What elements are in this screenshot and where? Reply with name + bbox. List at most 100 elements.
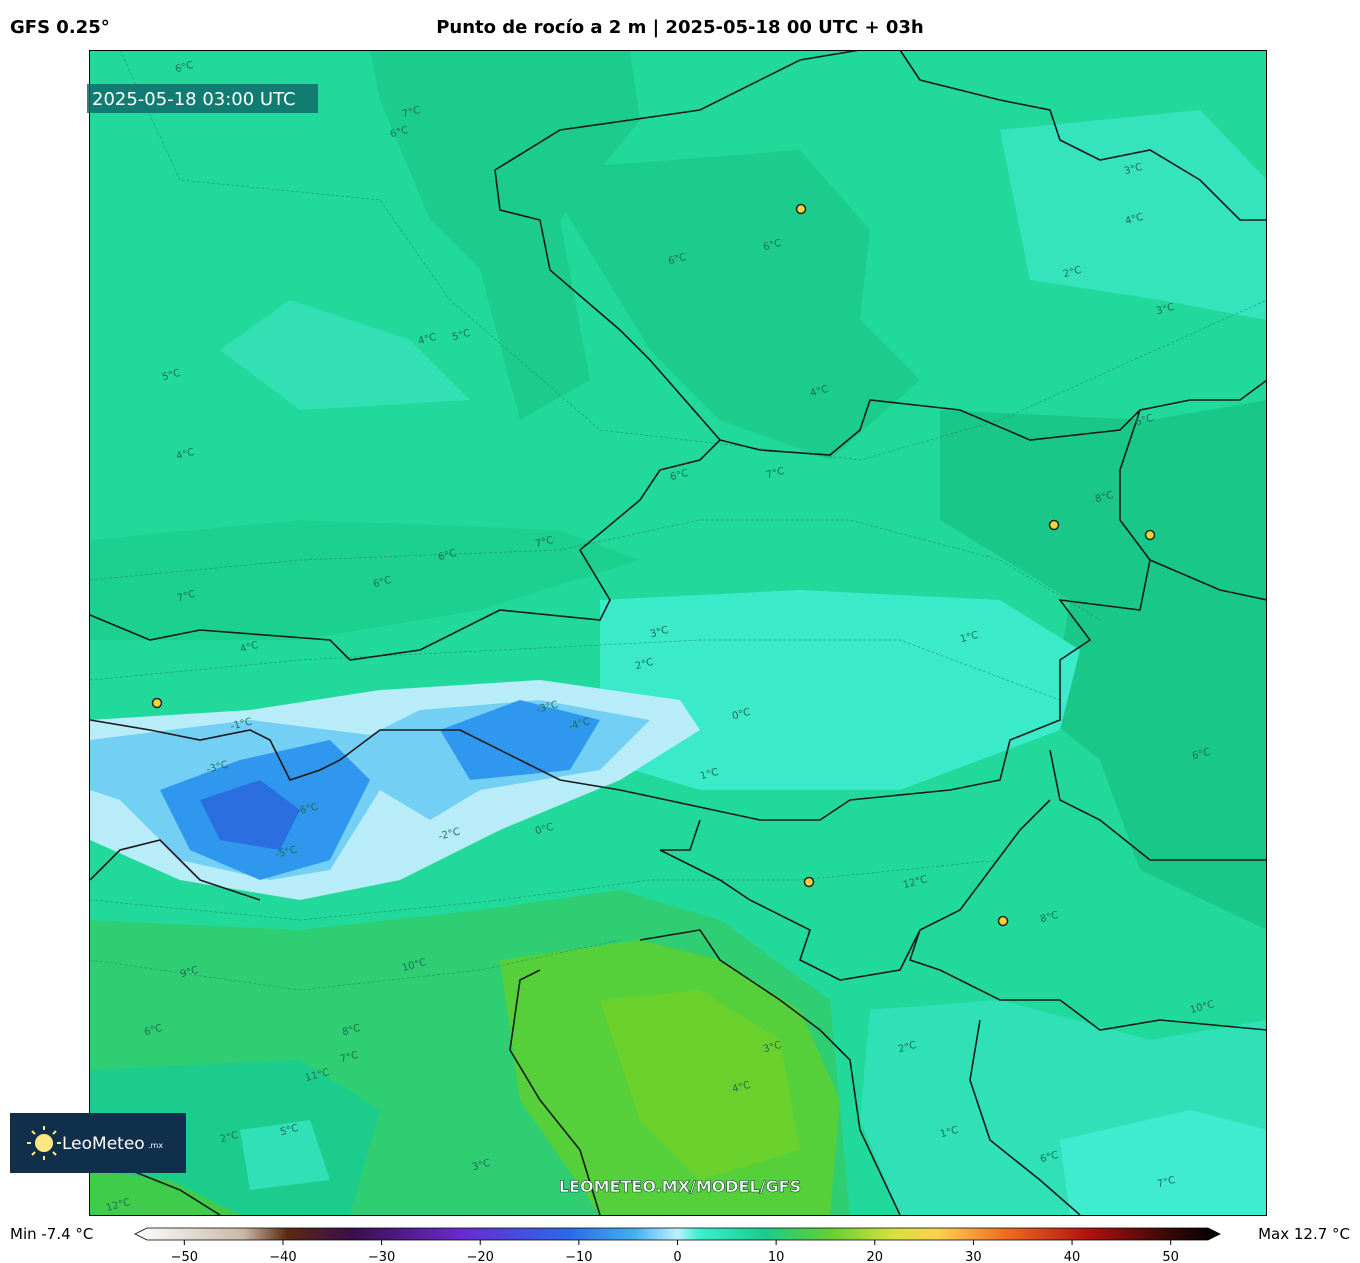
border — [1149, 559, 1267, 601]
colorbar-tick-label: 50 — [1162, 1250, 1179, 1263]
border — [509, 929, 901, 1215]
contour-label: 2°C — [897, 1040, 918, 1055]
contour-label: 1°C — [939, 1125, 960, 1140]
city — [1144, 529, 1156, 541]
isoline — [90, 859, 1001, 921]
border — [1049, 749, 1267, 861]
timestamp-box — [87, 84, 318, 113]
contour-label: 6°C — [1191, 747, 1212, 762]
region — [90, 520, 640, 640]
contour-label: 8°C — [1094, 490, 1115, 505]
contour-label: 0°C — [731, 707, 752, 722]
colorbar-tick-label: 0 — [673, 1250, 681, 1263]
map-title: Punto de rocío a 2 m | 2025-05-18 00 UTC… — [436, 17, 924, 38]
max-label: Max 12.7 °C — [1258, 1225, 1350, 1243]
contour-label: 7°C — [534, 535, 555, 550]
watermark: LEOMETEO.MX/MODEL/GFS — [559, 1177, 801, 1196]
contour-label: 6°C — [1134, 413, 1155, 428]
region — [240, 1120, 330, 1190]
border — [90, 839, 261, 901]
contour-label: 1°C — [959, 630, 980, 645]
contour-label: 4°C — [1124, 212, 1145, 227]
contour-label: -1°C — [229, 716, 253, 732]
colorbar: −50 −40 −30 −20 −10 0 10 20 30 40 50 — [134, 1227, 1221, 1263]
region — [600, 990, 800, 1180]
contour-label: 6°C — [389, 125, 410, 140]
contour-label: -3°C — [205, 759, 229, 775]
border — [969, 1019, 1081, 1215]
contour-label: 3°C — [1155, 302, 1176, 317]
contour-label: -3°C — [535, 699, 559, 715]
contour-label: 4°C — [417, 332, 438, 347]
contour-label: 6°C — [1039, 1150, 1060, 1165]
city — [1048, 519, 1060, 531]
logo-sun — [35, 1134, 53, 1152]
model-name: GFS 0.25° — [10, 17, 110, 38]
contour-labels: 6°C 7°C 6°C 4°C 5°C 5°C 4°C 6°C 6°C 3°C 4°C 2°C 3°C 4… — [105, 60, 1216, 1214]
city — [997, 915, 1009, 927]
contour-label: 6°C — [667, 252, 688, 267]
contour-label: -2°C — [437, 826, 461, 842]
contour-label: -6°C — [295, 801, 319, 817]
region — [940, 400, 1267, 930]
map-frame — [89, 50, 1267, 1216]
contour-label: 3°C — [1123, 162, 1144, 177]
contour-label: 5°C — [161, 368, 182, 383]
border — [719, 379, 1267, 456]
contour-label: 7°C — [401, 105, 422, 120]
border — [659, 799, 1051, 981]
city-markers — [151, 203, 1156, 927]
colorbar-tick-label: 40 — [1064, 1250, 1081, 1263]
region — [1060, 1110, 1267, 1215]
logo-suffix: .mx — [148, 1141, 163, 1150]
contour-label: 8°C — [341, 1023, 362, 1038]
contour-label: 0°C — [534, 822, 555, 837]
isoline — [90, 519, 1101, 621]
city — [803, 876, 815, 888]
contour-label: 6°C — [762, 238, 783, 253]
colorbar-tick-label: 20 — [866, 1250, 883, 1263]
contour-label: -4°C — [567, 716, 591, 732]
contour-label: 6°C — [372, 575, 393, 590]
colorbar-tick-label: −50 — [171, 1250, 198, 1263]
isoline — [90, 639, 1061, 701]
contour-label: 6°C — [143, 1023, 164, 1038]
contour-label: 4°C — [239, 640, 260, 655]
city — [795, 203, 807, 215]
contour-label: -5°C — [274, 844, 298, 860]
contour-label: 5°C — [451, 328, 472, 343]
border — [860, 50, 1267, 221]
contour-label: 2°C — [634, 657, 655, 672]
contour-label: 7°C — [339, 1050, 360, 1065]
contour-label: 7°C — [765, 466, 786, 481]
region — [220, 300, 470, 410]
contour-label: 6°C — [437, 548, 458, 563]
contour-label: 6°C — [174, 60, 195, 75]
contour-label: 7°C — [176, 589, 197, 604]
colorbar-tick-label: 30 — [965, 1250, 982, 1263]
isoline — [119, 50, 1267, 461]
colorbar-tick-label: −40 — [269, 1250, 296, 1263]
colorbar-fill — [134, 1227, 1221, 1241]
region — [370, 50, 640, 420]
contour-label: 7°C — [1156, 1175, 1177, 1190]
contour-label: 1°C — [699, 767, 720, 782]
contour-label: 8°C — [1039, 910, 1060, 925]
contour-label: 2°C — [1062, 265, 1083, 280]
contour-label: 6°C — [669, 468, 690, 483]
border — [90, 50, 861, 661]
contour-label: 4°C — [809, 384, 830, 399]
contour-label: 3°C — [762, 1040, 783, 1055]
border — [908, 929, 1267, 1031]
isoline — [90, 939, 621, 991]
map: 6°C 7°C 6°C 4°C 5°C 5°C 4°C 6°C 6°C 3°C 4°C 2°C 3°C 4… — [90, 50, 1267, 1215]
region — [1000, 110, 1267, 320]
logo-name: LeoMeteo — [62, 1134, 145, 1154]
colorbar-tick-label: −10 — [565, 1250, 592, 1263]
region — [540, 150, 920, 460]
colorbar-tick-label: 10 — [768, 1250, 785, 1263]
logo: LeoMeteo .mx — [10, 1113, 186, 1173]
contour-label: 2°C — [219, 1130, 240, 1145]
contour-label: 4°C — [175, 447, 196, 462]
timestamp: 2025-05-18 03:00 UTC — [92, 89, 296, 110]
